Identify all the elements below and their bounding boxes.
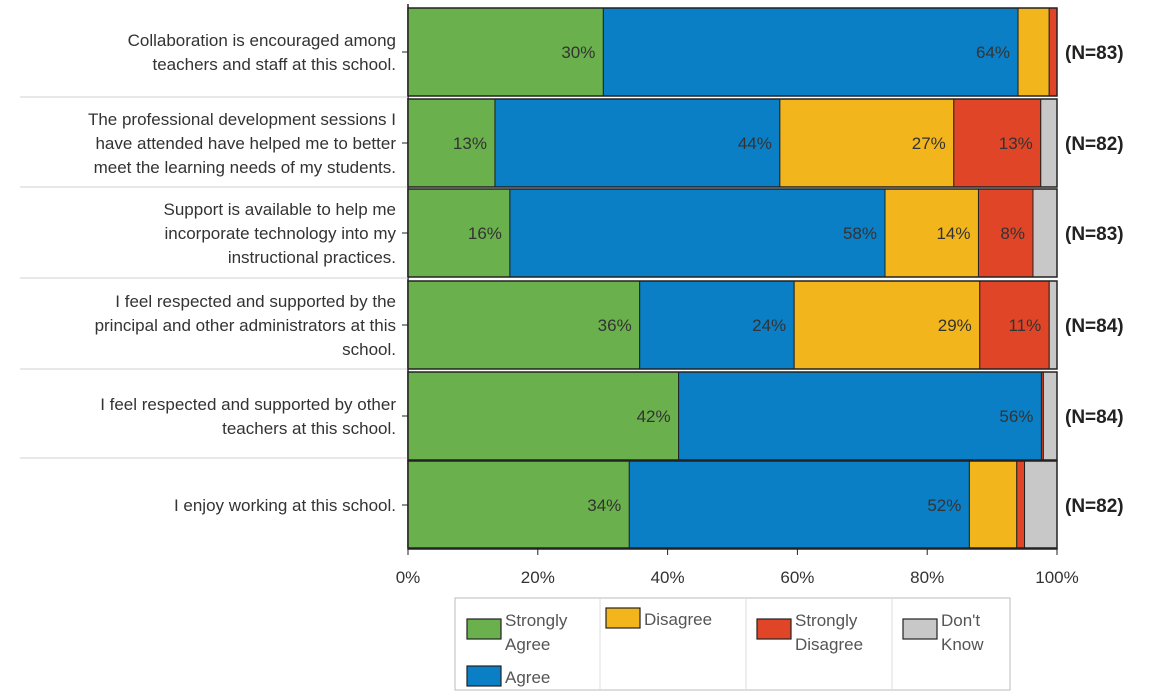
legend-label: Strongly: [795, 611, 858, 630]
bar-segment-disagree: [968, 460, 1018, 550]
bar-data-label: 58%: [843, 224, 877, 243]
bar-segment-don-t-know: [1048, 280, 1058, 370]
legend-label: Disagree: [644, 610, 712, 629]
category-label: principal and other administrators at th…: [95, 316, 396, 335]
bar-segment-don-t-know: [1042, 371, 1058, 461]
category-label: I enjoy working at this school.: [174, 496, 396, 515]
bar-segment-strongly-agree: [407, 371, 680, 461]
bar-segment-don-t-know: [1024, 460, 1058, 550]
category-label: school.: [342, 340, 396, 359]
bar-data-label: 34%: [587, 496, 621, 515]
legend-swatch-disagree: [605, 607, 641, 629]
n-label: (N=83): [1065, 224, 1124, 245]
bar-data-label: 56%: [999, 407, 1033, 426]
bar-data-label: 29%: [938, 316, 972, 335]
category-label: meet the learning needs of my students.: [94, 158, 396, 177]
legend-swatch-strongly-disagree: [756, 618, 792, 640]
bar-segment-agree: [628, 460, 970, 550]
category-label: I feel respected and supported by other: [100, 395, 396, 414]
bar-data-label: 8%: [1000, 224, 1025, 243]
n-label: (N=83): [1065, 43, 1124, 64]
category-label: have attended have helped me to better: [95, 134, 396, 153]
bar-data-label: 64%: [976, 43, 1010, 62]
legend-label: Know: [941, 635, 984, 654]
x-tick-label: 100%: [1035, 568, 1078, 587]
bar-data-label: 16%: [468, 224, 502, 243]
category-label: I feel respected and supported by the: [115, 292, 396, 311]
bar-data-label: 13%: [453, 134, 487, 153]
bar-segment-agree: [639, 280, 795, 370]
legend-label: Don't: [941, 611, 980, 630]
legend-swatch-don-t-know: [902, 618, 938, 640]
bar-data-label: 30%: [561, 43, 595, 62]
category-label: The professional development sessions I: [88, 110, 396, 129]
bar-segment-disagree: [779, 98, 955, 188]
bar-segment-agree: [494, 98, 781, 188]
n-label: (N=82): [1065, 134, 1124, 155]
x-tick-label: 60%: [780, 568, 814, 587]
bar-data-label: 11%: [1008, 316, 1041, 335]
category-label: teachers and staff at this school.: [153, 55, 397, 74]
bar-segment-agree: [509, 188, 886, 278]
bar-segment-don-t-know: [1032, 188, 1058, 278]
bar-segment-strongly-agree: [407, 280, 641, 370]
category-label: Support is available to help me: [164, 200, 396, 219]
legend-label: Strongly: [505, 611, 568, 630]
bar-segment-disagree: [884, 188, 979, 278]
bar-data-label: 36%: [598, 316, 632, 335]
bar-segment-strongly-agree: [407, 98, 496, 188]
n-label: (N=84): [1065, 407, 1124, 428]
legend-swatch-strongly-agree: [466, 618, 502, 640]
bar-segment-agree: [602, 7, 1019, 97]
x-tick-label: 40%: [651, 568, 685, 587]
category-label: instructional practices.: [228, 248, 396, 267]
bar-segment-don-t-know: [1040, 98, 1058, 188]
bar-segment-agree: [678, 371, 1042, 461]
bar-data-label: 24%: [752, 316, 786, 335]
legend-swatch-agree: [466, 665, 502, 687]
bar-data-label: 14%: [936, 224, 970, 243]
legend-label: Disagree: [795, 635, 863, 654]
bar-segment-disagree: [1017, 7, 1050, 97]
bar-data-label: 44%: [738, 134, 772, 153]
category-label: teachers at this school.: [222, 419, 396, 438]
bar-data-label: 52%: [927, 496, 961, 515]
x-tick-label: 80%: [910, 568, 944, 587]
bar-segment-strongly-agree: [407, 460, 630, 550]
n-label: (N=82): [1065, 496, 1124, 517]
bar-data-label: 27%: [912, 134, 946, 153]
bar-segment-strongly-disagree: [1048, 7, 1058, 97]
x-tick-label: 0%: [396, 568, 421, 587]
legend-label: Agree: [505, 668, 550, 687]
x-tick-label: 20%: [521, 568, 555, 587]
bar-segment-strongly-disagree: [953, 98, 1042, 188]
legend-label: Agree: [505, 635, 550, 654]
n-label: (N=84): [1065, 316, 1124, 337]
category-label: incorporate technology into my: [164, 224, 396, 243]
category-label: Collaboration is encouraged among: [128, 31, 396, 50]
legend-box: [454, 597, 1011, 691]
bar-data-label: 13%: [999, 134, 1033, 153]
bar-data-label: 42%: [637, 407, 671, 426]
bar-segment-strongly-disagree: [1016, 460, 1026, 550]
